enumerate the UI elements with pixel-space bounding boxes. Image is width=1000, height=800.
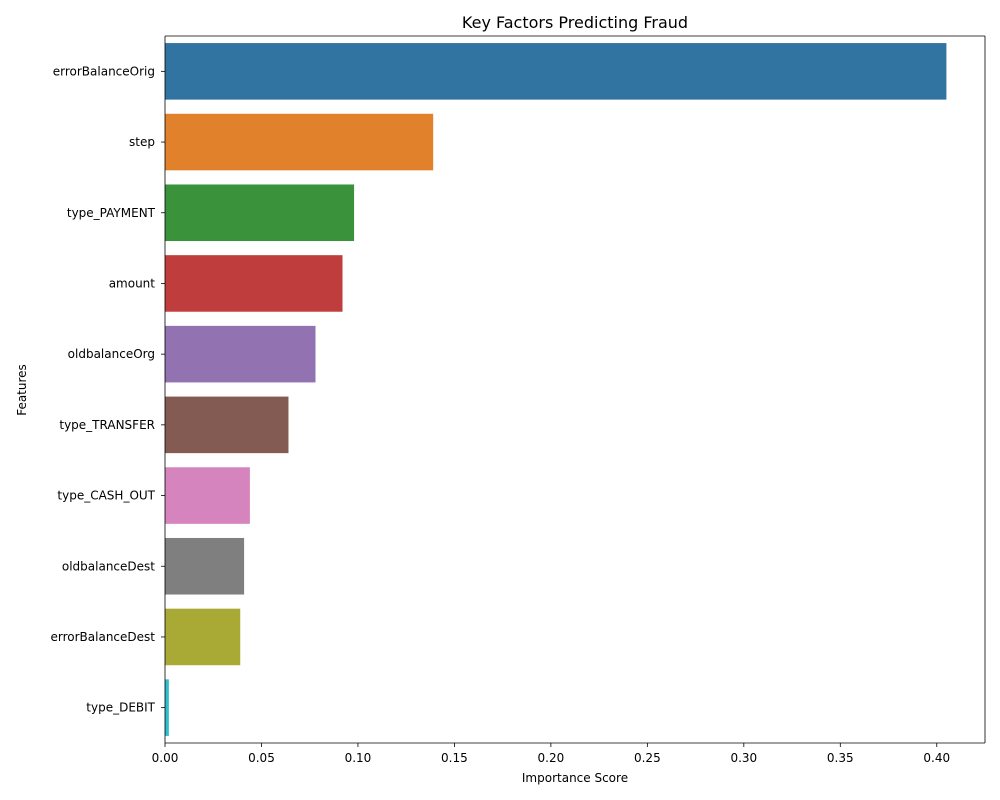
bar-errorBalanceOrig: [165, 43, 947, 100]
x-tick-label: 0.05: [248, 751, 275, 765]
y-tick-label: oldbalanceOrg: [68, 347, 155, 361]
bar-type_CASH_OUT: [165, 467, 250, 524]
y-tick-label: errorBalanceOrig: [53, 64, 155, 78]
x-tick-label: 0.25: [634, 751, 661, 765]
x-tick-label: 0.20: [538, 751, 565, 765]
y-tick-label: amount: [109, 276, 156, 290]
y-tick-label: type_CASH_OUT: [57, 489, 155, 503]
bars-group: [165, 43, 947, 736]
x-tick-label: 0.35: [827, 751, 854, 765]
bar-type_TRANSFER: [165, 396, 289, 454]
bar-errorBalanceDest: [165, 608, 241, 666]
bar-type_DEBIT: [165, 679, 169, 736]
bar-step: [165, 113, 434, 171]
bar-oldbalanceOrg: [165, 325, 316, 383]
y-tick-label: oldbalanceDest: [62, 559, 155, 573]
x-axis-label: Importance Score: [522, 771, 628, 785]
x-tick-label: 0.30: [730, 751, 757, 765]
x-tick-label: 0.15: [441, 751, 468, 765]
y-tick-label: errorBalanceDest: [51, 630, 156, 644]
y-tick-label: type_TRANSFER: [59, 418, 155, 432]
y-tick-label: step: [129, 135, 155, 149]
y-tick-label: type_PAYMENT: [67, 206, 156, 220]
y-axis-label: Features: [15, 364, 29, 416]
x-tick-label: 0.00: [152, 751, 179, 765]
bar-type_PAYMENT: [165, 184, 355, 242]
x-tick-label: 0.10: [345, 751, 372, 765]
x-axis-ticks: 0.00 0.05 0.10 0.15 0.20 0.25 0.30 0.35 0.40: [152, 743, 950, 765]
chart-title: Key Factors Predicting Fraud: [462, 13, 688, 32]
bar-oldbalanceDest: [165, 537, 245, 595]
y-tick-label: type_DEBIT: [86, 701, 155, 715]
bar-amount: [165, 255, 343, 312]
x-tick-label: 0.40: [923, 751, 950, 765]
